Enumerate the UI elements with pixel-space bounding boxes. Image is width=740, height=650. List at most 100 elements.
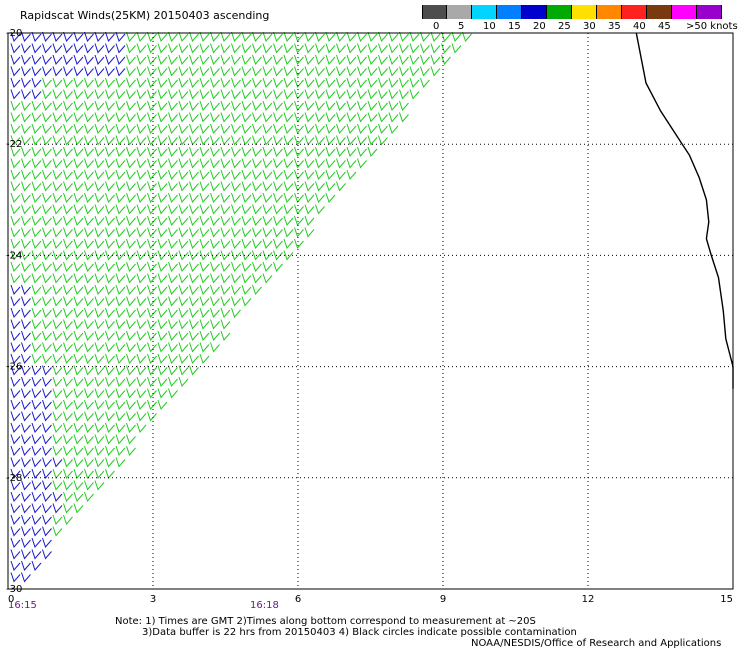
wind-barb (241, 89, 252, 100)
x-tick-label: 3 (150, 594, 156, 605)
wind-barb (189, 250, 199, 261)
wind-barb (409, 54, 420, 65)
wind-barb (451, 31, 462, 42)
wind-barb (399, 112, 409, 123)
wind-barb (126, 123, 136, 134)
wind-barb (157, 192, 168, 203)
wind-barb (31, 135, 42, 146)
wind-barb (136, 146, 147, 157)
wind-barb (63, 215, 73, 226)
wind-barb (147, 181, 157, 192)
wind-barb (84, 491, 94, 502)
wind-barb (147, 158, 157, 169)
wind-barb (105, 319, 115, 330)
wind-barb (199, 250, 210, 261)
wind-barb (210, 43, 220, 54)
wind-barb (126, 158, 136, 169)
wind-barb (63, 296, 73, 307)
wind-barb (220, 319, 231, 330)
wind-barb (451, 43, 462, 54)
scale-label: 0 (433, 21, 440, 32)
wind-barb (21, 89, 31, 100)
wind-barb (168, 112, 178, 123)
wind-barb (115, 445, 126, 456)
wind-barb (262, 250, 273, 261)
wind-barb (189, 77, 199, 88)
wind-barb (147, 146, 157, 157)
wind-barb (252, 135, 262, 146)
wind-barb (73, 146, 84, 157)
wind-barb (52, 215, 63, 226)
wind-barb (105, 215, 115, 226)
wind-barb (283, 146, 294, 157)
wind-barb (199, 100, 210, 111)
wind-barb (346, 77, 357, 88)
wind-barb (241, 158, 252, 169)
wind-barb (283, 250, 294, 261)
wind-barb (315, 89, 325, 100)
wind-barb (52, 445, 63, 456)
wind-barb (105, 146, 115, 157)
wind-barb (357, 146, 367, 157)
wind-barb (21, 204, 31, 215)
wind-barb (10, 330, 21, 341)
wind-barb (105, 250, 115, 261)
wind-barb (84, 376, 94, 387)
wind-barb (336, 112, 346, 123)
wind-barb (52, 284, 63, 295)
wind-barb (325, 31, 336, 42)
wind-barb (10, 169, 21, 180)
wind-barb (220, 158, 231, 169)
wind-barb (147, 89, 157, 100)
wind-barb (241, 204, 252, 215)
wind-barb (252, 158, 262, 169)
wind-barb (94, 43, 105, 54)
wind-barb (115, 89, 126, 100)
wind-barb (294, 238, 304, 249)
wind-barb (21, 319, 31, 330)
wind-barb (252, 54, 262, 65)
wind-barb (105, 365, 115, 376)
wind-barb (73, 296, 84, 307)
wind-barb (31, 434, 42, 445)
wind-barb (304, 169, 315, 180)
wind-barb (126, 353, 136, 364)
wind-barb (21, 112, 31, 123)
wind-barb (136, 192, 147, 203)
wind-barb (367, 89, 378, 100)
wind-barb (21, 445, 31, 456)
wind-barb (21, 365, 31, 376)
wind-barb (115, 307, 126, 318)
wind-barb (10, 227, 21, 238)
wind-barb (325, 146, 336, 157)
wind-barb (210, 204, 220, 215)
wind-barb (178, 342, 189, 353)
wind-barb (262, 181, 273, 192)
wind-barb (157, 100, 168, 111)
wind-barb (178, 77, 189, 88)
wind-barb (178, 169, 189, 180)
wind-barb (21, 411, 31, 422)
wind-barb (189, 238, 199, 249)
wind-barb (189, 89, 199, 100)
wind-barb (273, 238, 283, 249)
wind-barb (52, 434, 63, 445)
wind-barb (136, 365, 147, 376)
wind-barb (10, 89, 21, 100)
wind-barb (336, 66, 346, 77)
wind-barb (52, 342, 63, 353)
wind-barb (10, 537, 21, 548)
wind-barb (136, 399, 147, 410)
wind-barb (378, 54, 388, 65)
wind-barb (388, 100, 399, 111)
wind-barb (136, 261, 147, 272)
wind-barb (346, 31, 357, 42)
wind-barb (315, 31, 325, 42)
wind-barb (189, 158, 199, 169)
wind-barb (115, 353, 126, 364)
wind-barb (315, 112, 325, 123)
wind-barb (115, 284, 126, 295)
wind-barb (346, 169, 357, 180)
wind-barb (63, 319, 73, 330)
scale-swatch (422, 5, 447, 19)
